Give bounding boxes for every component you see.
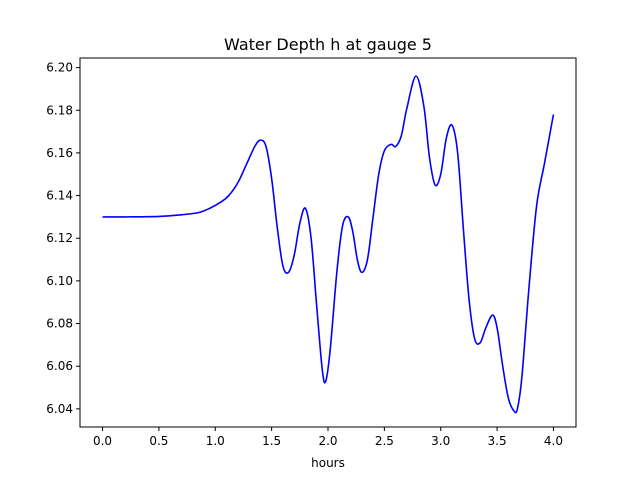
y-tick-label: 6.14 [46, 189, 73, 203]
x-tick-label: 3.5 [488, 434, 507, 448]
series-layer [102, 75, 555, 414]
x-tick-label: 1.5 [262, 434, 281, 448]
y-tick-label: 6.20 [46, 61, 73, 75]
y-tick-label: 6.08 [46, 317, 73, 331]
x-ticks: 0.0 0.5 1.0 1.5 2.0 2.5 3.0 3.5 4.0 [93, 427, 563, 448]
x-tick-label: 1.0 [206, 434, 225, 448]
y-tick-label: 6.10 [46, 274, 73, 288]
series-line [102, 75, 555, 414]
y-ticks: 6.04 6.06 6.08 6.10 6.12 6.14 6.16 6.18 6.20 [46, 61, 80, 416]
x-tick-label: 2.5 [375, 434, 394, 448]
y-tick-label: 6.04 [46, 402, 73, 416]
x-tick-label: 0.0 [93, 434, 112, 448]
x-tick-label: 2.0 [318, 434, 337, 448]
y-tick-label: 6.12 [46, 231, 73, 245]
x-tick-label: 3.0 [431, 434, 450, 448]
y-tick-label: 6.06 [46, 359, 73, 373]
x-tick-label: 4.0 [544, 434, 563, 448]
y-tick-label: 6.18 [46, 103, 73, 117]
y-tick-label: 6.16 [46, 146, 73, 160]
x-axis-label: hours [311, 456, 345, 470]
chart-title: Water Depth h at gauge 5 [224, 35, 432, 54]
x-tick-label: 0.5 [149, 434, 168, 448]
